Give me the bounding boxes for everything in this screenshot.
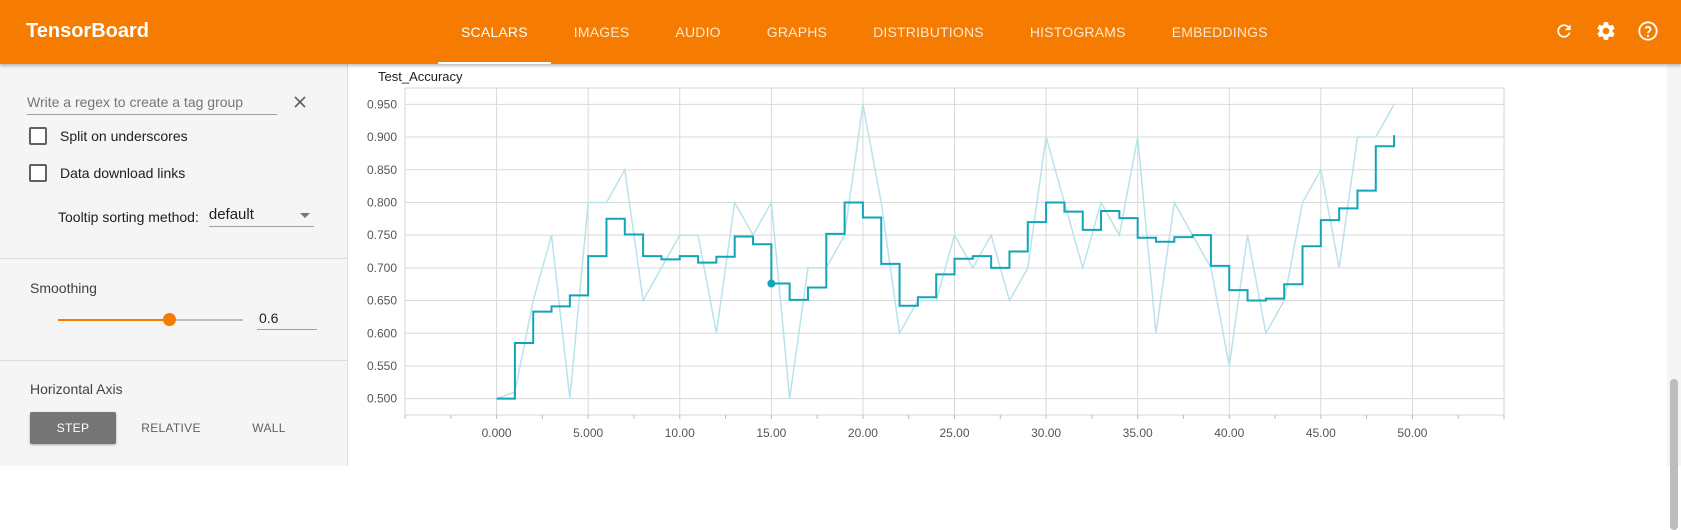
chevron-down-icon: [299, 213, 310, 218]
scrollbar-thumb[interactable]: [1670, 379, 1678, 530]
tab-histograms[interactable]: HISTOGRAMS: [1029, 24, 1126, 40]
x-tick-label: 20.00: [848, 426, 878, 440]
top-actions: [1551, 18, 1661, 44]
tab-audio[interactable]: AUDIO: [675, 24, 721, 40]
regex-input[interactable]: Write a regex to create a tag group: [27, 94, 277, 115]
axis-step-button[interactable]: STEP: [30, 412, 116, 444]
smoothing-slider-fill: [58, 319, 169, 321]
axis-wall-button[interactable]: WALL: [252, 421, 286, 435]
horizontal-axis-title: Horizontal Axis: [30, 381, 123, 397]
app-title: TensorBoard: [26, 20, 149, 42]
y-tick-label: 0.650: [367, 294, 397, 308]
x-tick-label: 5.000: [573, 426, 603, 440]
divider: [0, 258, 348, 259]
split-underscores-label: Split on underscores: [60, 128, 188, 144]
smoothing-slider[interactable]: [58, 313, 243, 326]
tab-embeddings[interactable]: EMBEDDINGS: [1171, 24, 1268, 40]
checkbox-icon[interactable]: [29, 127, 47, 145]
x-tick-label: 45.00: [1306, 426, 1336, 440]
x-tick-label: 0.000: [482, 426, 512, 440]
tab-distributions[interactable]: DISTRIBUTIONS: [873, 24, 984, 40]
highlight-point: [767, 279, 776, 288]
close-icon[interactable]: [290, 92, 310, 117]
y-tick-label: 0.950: [367, 97, 397, 111]
horizontal-axis-buttons: STEP RELATIVE WALL: [30, 412, 324, 444]
x-tick-label: 40.00: [1214, 426, 1244, 440]
y-tick-label: 0.700: [367, 261, 397, 275]
divider: [0, 360, 348, 361]
y-tick-label: 0.900: [367, 130, 397, 144]
data-download-checkbox[interactable]: Data download links: [29, 164, 185, 182]
refresh-icon[interactable]: [1551, 18, 1577, 44]
smoothing-value-input[interactable]: 0.6: [257, 310, 317, 330]
series-line-raw: [496, 103, 1395, 400]
y-tick-label: 0.850: [367, 163, 397, 177]
scalar-chart[interactable]: 0.000 5.000 10.00 15.00 20.00 25.00 30.00 35.00…: [349, 64, 1667, 466]
series-line-smoothed: [496, 135, 1396, 400]
help-icon[interactable]: [1635, 18, 1661, 44]
split-underscores-checkbox[interactable]: Split on underscores: [29, 127, 188, 145]
smoothing-title: Smoothing: [30, 280, 97, 296]
tab-images[interactable]: IMAGES: [573, 24, 630, 40]
tab-bar: SCALARS IMAGES AUDIO GRAPHS DISTRIBUTION…: [438, 0, 1291, 64]
tab-scalars[interactable]: SCALARS: [438, 0, 551, 64]
tooltip-sort-row: Tooltip sorting method: default: [58, 206, 314, 227]
smoothing-slider-thumb[interactable]: [163, 313, 176, 326]
top-app-bar: TensorBoard SCALARS IMAGES AUDIO GRAPHS …: [0, 0, 1681, 64]
x-tick-label: 30.00: [1031, 426, 1061, 440]
x-tick-label: 35.00: [1123, 426, 1153, 440]
checkbox-icon[interactable]: [29, 164, 47, 182]
tooltip-sort-value: default: [208, 206, 254, 223]
x-tick-label: 25.00: [939, 426, 969, 440]
x-tick-label: 50.00: [1397, 426, 1427, 440]
data-download-label: Data download links: [60, 165, 186, 181]
scrollbar-track: [1667, 64, 1681, 530]
y-tick-label: 0.600: [367, 326, 397, 340]
axis-relative-button[interactable]: RELATIVE: [141, 421, 201, 435]
tooltip-sort-select[interactable]: default: [208, 206, 314, 227]
tooltip-sort-label: Tooltip sorting method:: [58, 208, 199, 225]
y-tick-label: 0.800: [367, 195, 397, 209]
chart-title: Test_Accuracy: [378, 69, 463, 84]
y-tick-label: 0.500: [367, 392, 397, 406]
x-tick-label: 10.00: [665, 426, 695, 440]
tab-graphs[interactable]: GRAPHS: [766, 24, 828, 40]
x-tick-label: 15.00: [756, 426, 786, 440]
sidebar: Write a regex to create a tag group Spli…: [0, 64, 348, 466]
y-tick-label: 0.550: [367, 359, 397, 373]
settings-icon[interactable]: [1593, 18, 1619, 44]
y-tick-label: 0.750: [367, 228, 397, 242]
